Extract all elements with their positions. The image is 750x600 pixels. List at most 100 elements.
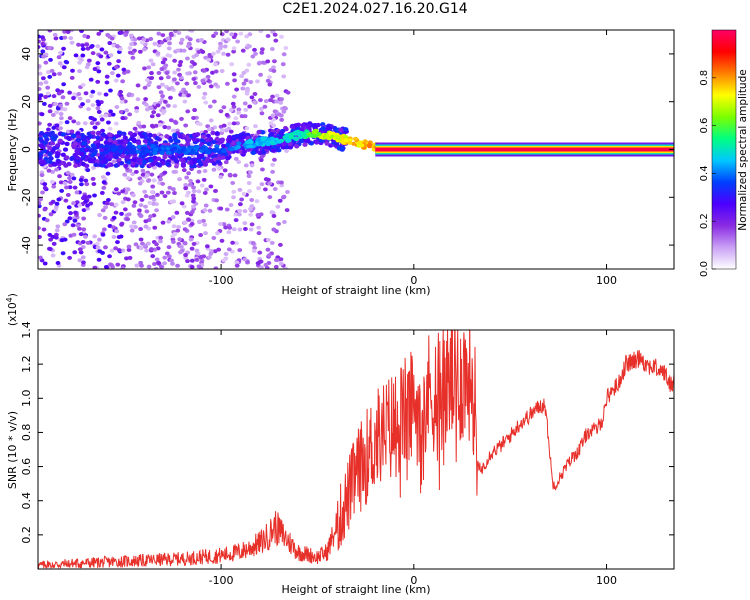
spectrogram-cell — [324, 141, 330, 146]
spectrogram-cell — [272, 109, 278, 114]
spectrogram-cell — [67, 179, 73, 184]
spectrogram-cell — [150, 162, 156, 167]
spectrogram-cell — [120, 248, 126, 253]
spectrogram-cell — [224, 112, 230, 117]
spectrogram-cell — [80, 46, 86, 51]
spectrogram-cell — [177, 177, 182, 182]
spectrogram-cell — [40, 159, 46, 164]
spectrogram-cell — [39, 173, 45, 178]
spectrogram-cell — [116, 248, 122, 253]
spectrogram-cell — [56, 197, 62, 202]
spectrogram-cell — [111, 159, 117, 164]
spectrogram-cell — [203, 129, 209, 134]
spectrogram-cell — [155, 162, 161, 167]
spectrogram-cell — [272, 157, 277, 162]
spectrogram-cell — [191, 199, 196, 204]
spectrogram-cell — [54, 201, 60, 206]
spectrogram-cell — [243, 163, 249, 168]
spectrogram-cell — [64, 155, 70, 160]
spectrogram-cell — [68, 36, 74, 41]
spectrogram-cell — [185, 44, 191, 49]
spectrogram-cell — [250, 54, 256, 59]
spectrogram-cell — [84, 163, 90, 169]
spectrogram-cell — [187, 37, 193, 42]
spectrogram-cell — [67, 185, 73, 190]
spectrogram-cell — [192, 159, 198, 165]
spectrogram-cell — [42, 261, 48, 266]
spectrogram-cell — [95, 245, 101, 250]
spectrogram-cell — [224, 207, 230, 212]
spectrogram-cell — [99, 47, 105, 52]
spectrogram-cell — [150, 254, 156, 259]
spectrogram-cell — [237, 227, 243, 232]
spectrogram-cell — [280, 62, 286, 67]
spectrogram-cell — [114, 105, 120, 110]
spectrogram-cell — [149, 71, 154, 76]
spectrogram-cell — [46, 70, 51, 75]
spectrogram-cell — [59, 116, 64, 121]
spectrogram-cell — [129, 228, 135, 233]
spectrogram-cell — [55, 143, 61, 148]
spectrogram-cell — [235, 121, 240, 126]
spectrogram-cell — [202, 191, 208, 196]
spectrogram-y-tick-label: 40 — [20, 47, 33, 61]
spectrogram-cell — [248, 227, 254, 232]
spectrogram-cell — [236, 107, 242, 112]
spectrogram-cell — [230, 240, 236, 245]
spectrogram-cell — [148, 195, 154, 200]
spectrogram-cell — [236, 212, 242, 217]
spectrogram-cell — [54, 167, 59, 172]
spectrogram-ridge-cell — [128, 146, 135, 151]
spectrogram-cell — [157, 239, 163, 244]
spectrogram-cell — [133, 169, 139, 174]
spectrogram-cell — [196, 189, 202, 194]
spectrogram-cell — [226, 230, 232, 235]
spectrogram-cell — [252, 91, 258, 96]
spectrogram-cell — [203, 203, 209, 208]
spectrogram-cell — [303, 138, 309, 143]
spectrogram-x-tick-label: -100 — [209, 274, 234, 287]
spectrogram-cell — [213, 62, 218, 67]
spectrogram-cell — [81, 216, 87, 221]
spectrogram-cell — [155, 113, 161, 118]
spectrogram-cell — [40, 76, 46, 81]
spectrogram-cell — [246, 62, 252, 67]
spectrogram-cell — [71, 96, 76, 101]
spectrogram-cell — [157, 122, 163, 127]
spectrogram-cell — [236, 110, 242, 115]
spectrogram-cell — [206, 141, 212, 147]
spectrogram-cell — [137, 208, 142, 213]
spectrogram-cell — [38, 121, 42, 126]
spectrogram-cell — [183, 90, 188, 95]
spectrogram-cell — [119, 96, 125, 101]
spectrogram-cell — [200, 134, 207, 139]
spectrogram-cell — [279, 183, 285, 188]
spectrogram-cell — [99, 190, 105, 195]
spectrogram-cell — [272, 187, 278, 192]
spectrogram-cell — [118, 89, 123, 94]
spectrogram-cell — [79, 182, 84, 187]
spectrogram-cell — [58, 126, 64, 131]
spectrogram-ridge-cell — [180, 148, 186, 153]
spectrogram-cell — [166, 125, 172, 130]
spectrogram-cell — [139, 134, 145, 139]
spectrogram-cell — [237, 187, 243, 192]
spectrogram-cell — [226, 139, 232, 144]
spectrogram-cell — [122, 172, 128, 177]
spectrogram-cell — [220, 128, 225, 133]
spectrogram-cell — [339, 146, 345, 151]
spectrogram-cell — [109, 262, 114, 267]
spectrogram-cell — [130, 193, 136, 198]
spectrogram-cell — [164, 71, 170, 76]
spectrogram-cell — [160, 94, 165, 99]
spectrogram-cell — [95, 241, 100, 246]
spectrogram-cell — [244, 68, 250, 73]
spectrogram-cell — [135, 140, 142, 145]
spectrogram-cell — [253, 124, 258, 129]
spectrogram-cell — [148, 214, 153, 219]
spectrogram-cell — [234, 260, 240, 265]
spectrogram-cell — [64, 185, 69, 190]
spectrogram-cell — [185, 141, 191, 147]
spectrogram-cell — [289, 124, 295, 130]
spectrogram-cell — [143, 204, 148, 209]
